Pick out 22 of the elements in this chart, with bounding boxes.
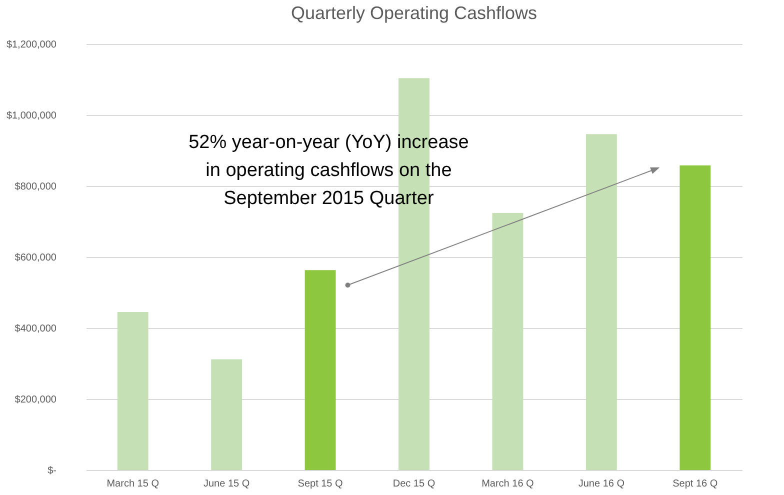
annotation: 52% year-on-year (YoY) increase in operating cashflows on the September 2015 Quarter — [188, 132, 469, 209]
x-tick-label: March 15 Q — [106, 478, 160, 490]
y-tick-label: $200,000 — [14, 394, 57, 406]
bar — [586, 134, 617, 470]
bar — [117, 312, 148, 470]
chart-title: Quarterly Operating Cashflows — [290, 3, 538, 23]
y-tick-label: $800,000 — [14, 182, 57, 192]
bar — [680, 165, 711, 470]
x-tick-label: June 15 Q — [203, 478, 250, 490]
y-tick-label: $1,000,000 — [6, 110, 57, 122]
bar — [304, 270, 336, 470]
x-tick-label: March 16 Q — [482, 478, 534, 490]
bar — [492, 212, 524, 470]
x-tick-label: Sept 16 Q — [672, 478, 718, 490]
y-tick-label: $400,000 — [14, 324, 57, 334]
x-tick-label: June 16 Q — [578, 478, 625, 490]
y-tick-label: $1,200,000 — [6, 40, 57, 50]
bar — [211, 359, 242, 470]
x-tick-label: Sept 15 Q — [298, 478, 344, 490]
y-tick-label: $- — [48, 466, 56, 476]
x-tick-label: Dec 15 Q — [392, 478, 436, 490]
y-tick-label: $600,000 — [14, 252, 57, 264]
